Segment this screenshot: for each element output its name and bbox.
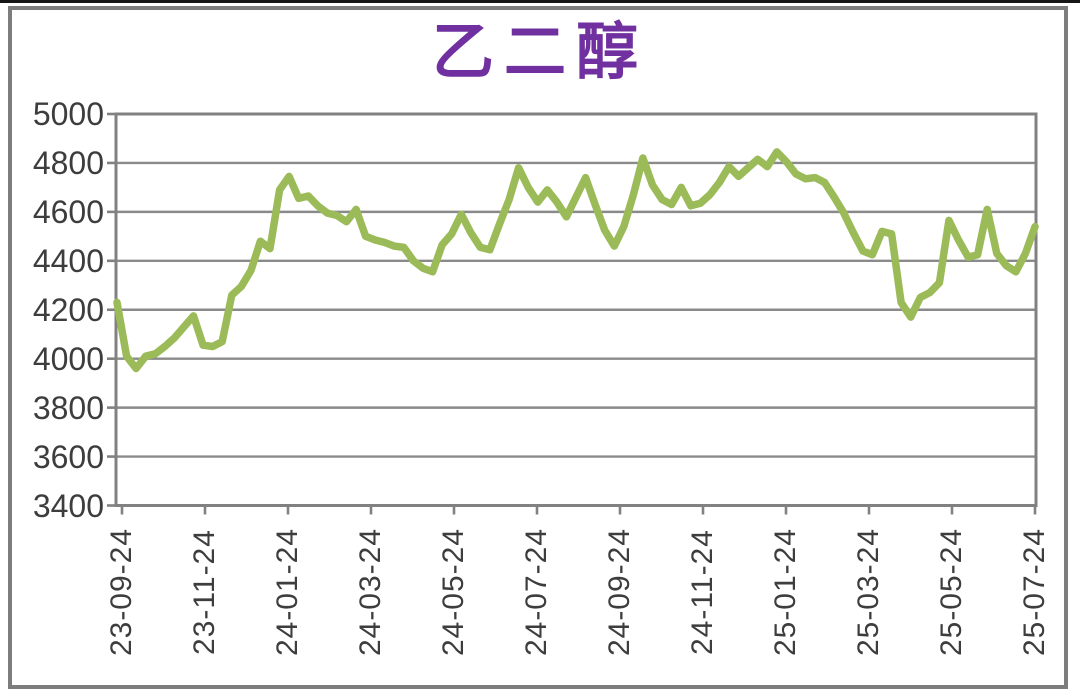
y-axis-tick-label: 3600 — [32, 438, 104, 475]
y-axis-tick-label: 4800 — [32, 144, 104, 181]
x-axis-tick-label: 24-05-24 — [437, 527, 470, 657]
chart-title: 乙二醇 — [431, 19, 648, 87]
x-axis-tick-label: 24-07-24 — [520, 527, 553, 657]
y-axis-tick-label: 4600 — [32, 193, 104, 230]
y-axis-tick-label: 4400 — [32, 242, 104, 279]
x-axis-tick-label: 24-11-24 — [686, 529, 719, 655]
y-axis-tick-label: 3400 — [32, 487, 104, 524]
y-axis-tick-label: 5000 — [32, 96, 104, 132]
top-rule-line — [0, 0, 1080, 3]
chart-frame — [8, 6, 1068, 689]
x-axis-tick-label: 25-07-24 — [1018, 527, 1051, 657]
y-axis-tick-label: 4200 — [32, 291, 104, 328]
y-axis-tick-label: 4000 — [32, 340, 104, 377]
x-axis-tick-label: 25-05-24 — [935, 527, 968, 657]
x-axis-tick-label: 24-01-24 — [271, 527, 304, 657]
x-axis-tick-label: 25-01-24 — [769, 527, 802, 657]
price-series-line — [113, 148, 1039, 373]
y-axis-tick-label: 3800 — [32, 389, 104, 426]
x-axis-tick-label: 24-03-24 — [354, 527, 387, 657]
x-axis-tick-label: 23-09-24 — [105, 527, 138, 657]
x-axis-tick-label: 25-03-24 — [852, 527, 885, 657]
x-axis-tick-label: 23-11-24 — [188, 529, 221, 655]
x-axis-tick-label: 24-09-24 — [603, 527, 636, 657]
